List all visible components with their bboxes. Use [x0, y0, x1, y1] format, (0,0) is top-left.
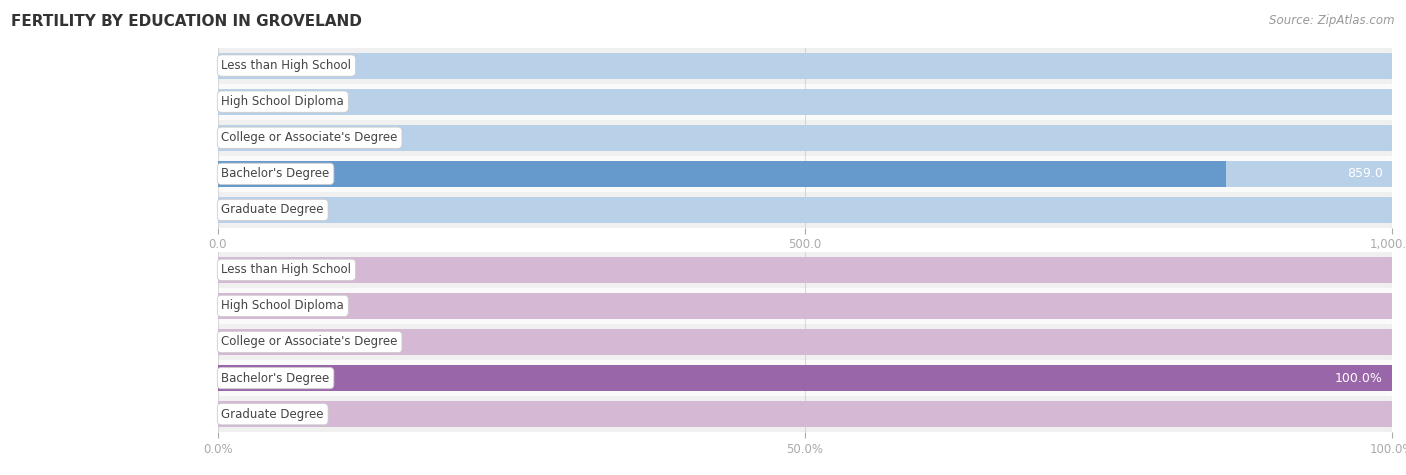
- Bar: [218, 293, 1392, 319]
- Bar: [218, 161, 1392, 187]
- Bar: [218, 84, 1392, 120]
- Text: 0.0%: 0.0%: [228, 408, 259, 421]
- Bar: [218, 252, 1392, 288]
- Bar: [218, 156, 1392, 192]
- Text: College or Associate's Degree: College or Associate's Degree: [222, 131, 398, 144]
- Text: 0.0%: 0.0%: [228, 335, 259, 349]
- Bar: [218, 161, 1226, 187]
- Text: 0.0: 0.0: [228, 59, 247, 72]
- Text: 0.0%: 0.0%: [228, 263, 259, 276]
- Bar: [218, 329, 1392, 355]
- Bar: [218, 125, 1392, 151]
- Text: 0.0: 0.0: [228, 131, 247, 144]
- Bar: [218, 365, 1392, 391]
- Text: College or Associate's Degree: College or Associate's Degree: [222, 335, 398, 349]
- Bar: [218, 396, 1392, 432]
- Text: 0.0%: 0.0%: [228, 299, 259, 313]
- Bar: [218, 257, 1392, 283]
- Bar: [218, 53, 1392, 78]
- Text: Less than High School: Less than High School: [222, 263, 352, 276]
- Bar: [218, 120, 1392, 156]
- Text: 100.0%: 100.0%: [1334, 371, 1382, 385]
- Bar: [218, 288, 1392, 324]
- Text: 0.0: 0.0: [228, 203, 247, 217]
- Text: 0.0: 0.0: [228, 95, 247, 108]
- Bar: [218, 324, 1392, 360]
- Bar: [218, 192, 1392, 228]
- Bar: [218, 48, 1392, 84]
- Bar: [218, 197, 1392, 223]
- Text: 859.0: 859.0: [1347, 167, 1382, 180]
- Text: High School Diploma: High School Diploma: [222, 95, 344, 108]
- Text: Bachelor's Degree: Bachelor's Degree: [222, 167, 329, 180]
- Text: Less than High School: Less than High School: [222, 59, 352, 72]
- Text: Bachelor's Degree: Bachelor's Degree: [222, 371, 329, 385]
- Text: High School Diploma: High School Diploma: [222, 299, 344, 313]
- Bar: [218, 365, 1392, 391]
- Text: FERTILITY BY EDUCATION IN GROVELAND: FERTILITY BY EDUCATION IN GROVELAND: [11, 14, 363, 29]
- Bar: [218, 401, 1392, 427]
- Text: Graduate Degree: Graduate Degree: [222, 408, 323, 421]
- Text: Graduate Degree: Graduate Degree: [222, 203, 323, 217]
- Text: Source: ZipAtlas.com: Source: ZipAtlas.com: [1270, 14, 1395, 27]
- Bar: [218, 89, 1392, 114]
- Bar: [218, 360, 1392, 396]
